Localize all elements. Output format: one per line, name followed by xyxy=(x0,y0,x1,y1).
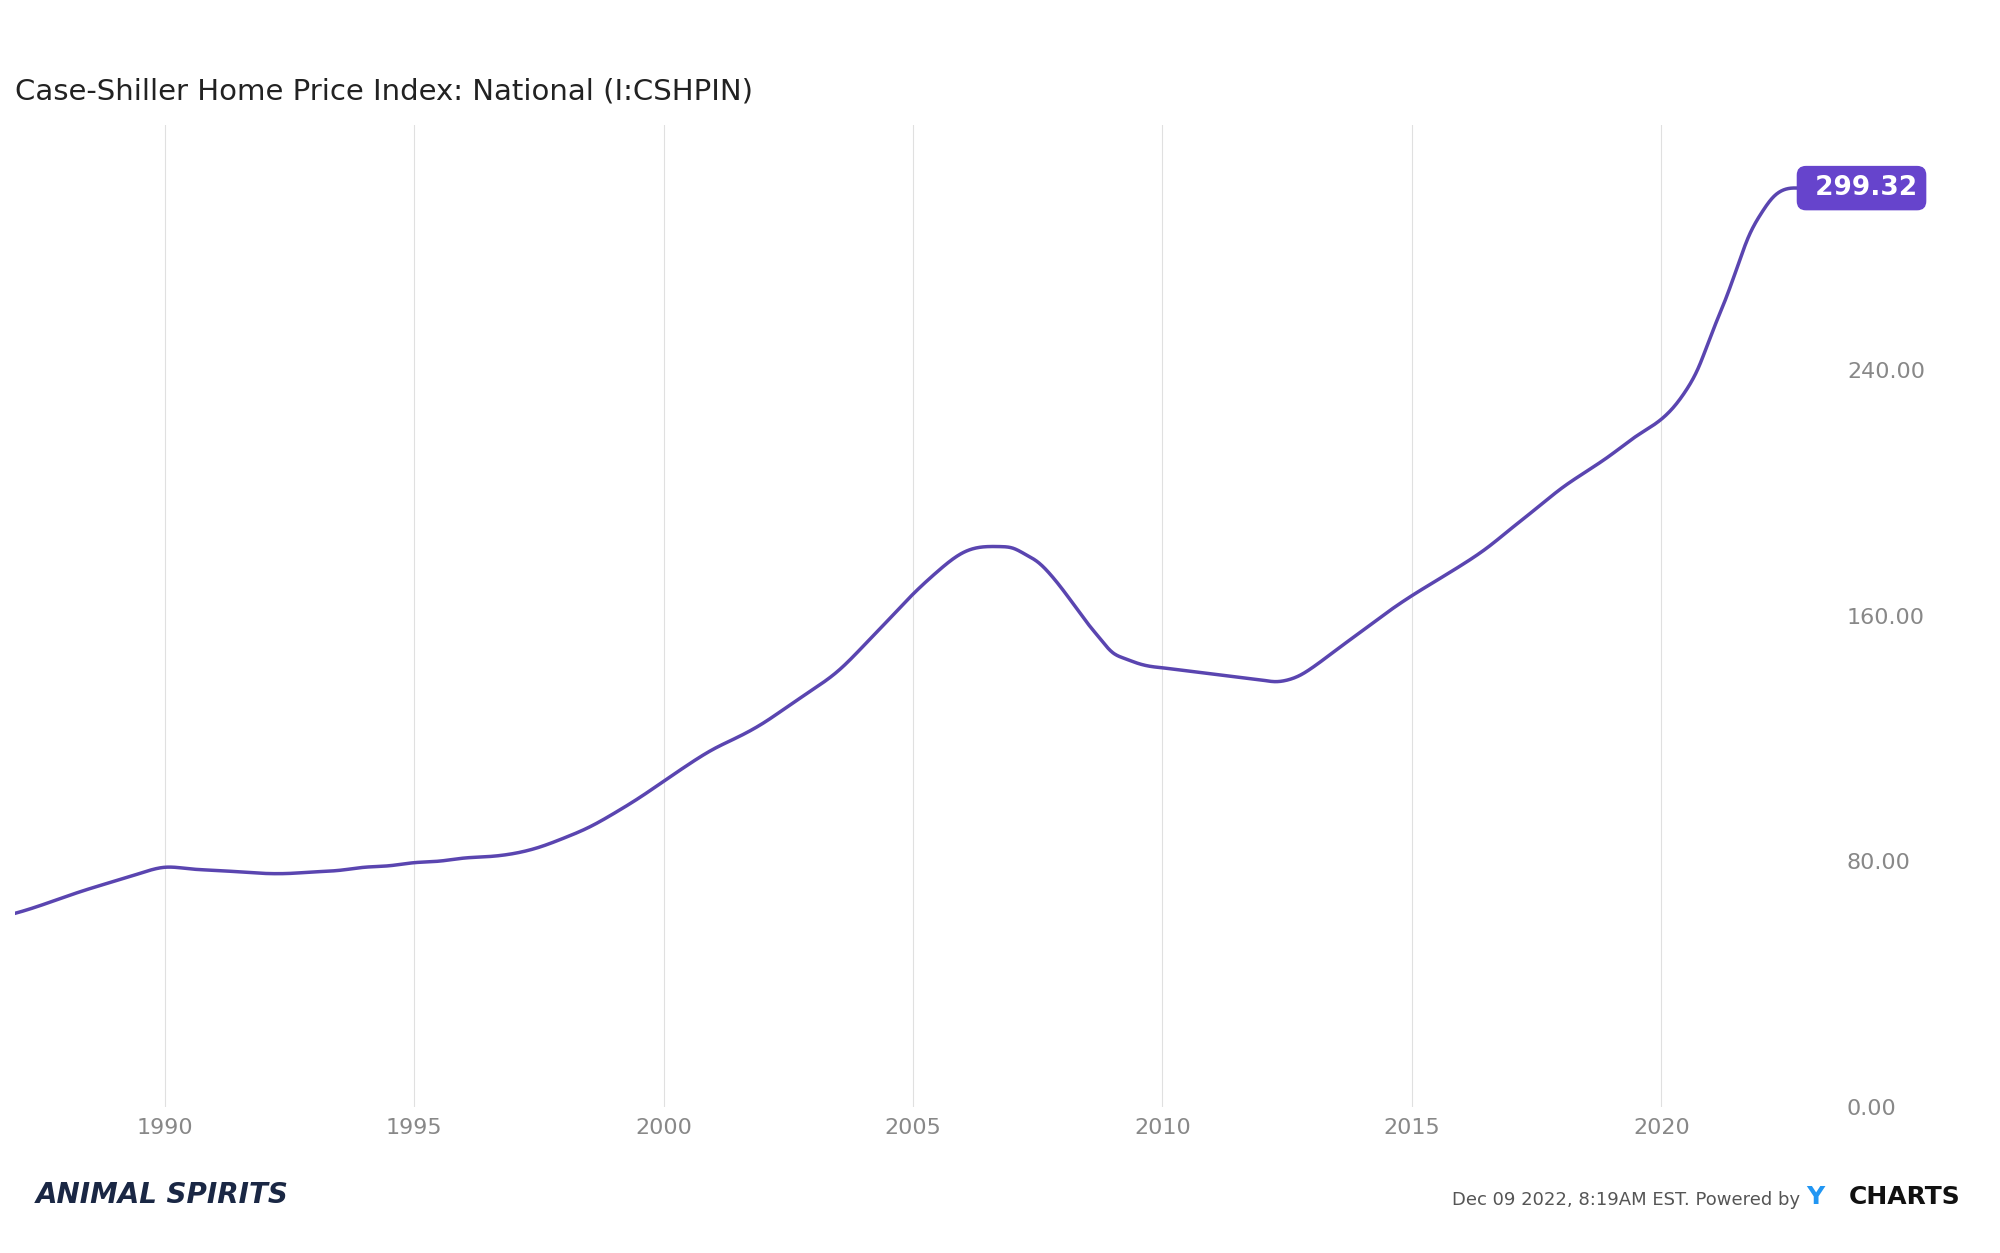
Text: ANIMAL SPIRITS: ANIMAL SPIRITS xyxy=(36,1182,288,1209)
Text: Case-Shiller Home Price Index: National (I:CSHPIN): Case-Shiller Home Price Index: National … xyxy=(16,78,752,105)
Text: CHARTS: CHARTS xyxy=(1848,1185,1960,1209)
Text: 299.32: 299.32 xyxy=(1802,175,1918,202)
Text: Dec 09 2022, 8:19AM EST. Powered by: Dec 09 2022, 8:19AM EST. Powered by xyxy=(1452,1192,1806,1209)
Text: Y: Y xyxy=(1806,1185,1824,1209)
